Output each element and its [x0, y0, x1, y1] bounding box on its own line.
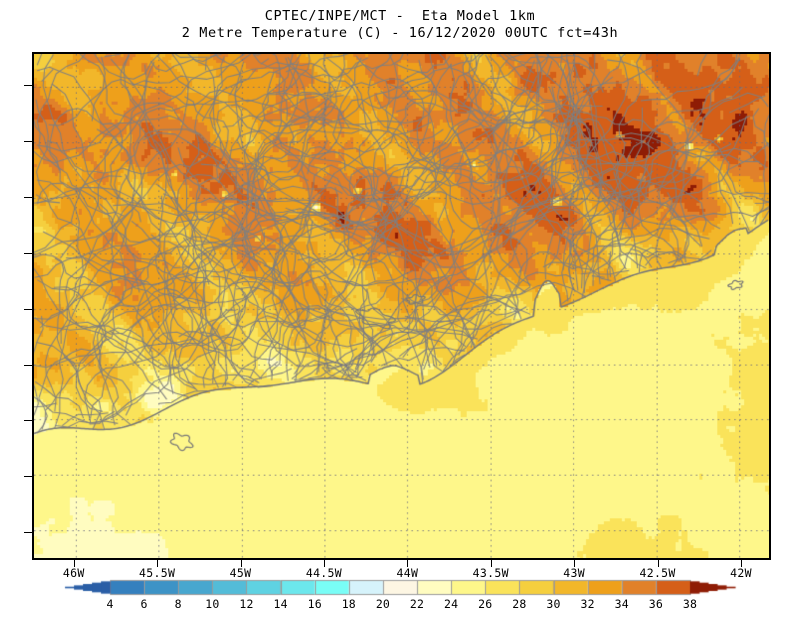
x-axis-label: 43W: [563, 566, 585, 580]
colorbar-tick-label: 24: [444, 597, 459, 611]
x-axis-tick: [657, 560, 659, 567]
colorbar-tick-label: 34: [614, 597, 629, 611]
y-axis-tick: [24, 308, 32, 310]
x-axis-tick: [323, 560, 325, 567]
x-axis-tick: [490, 560, 492, 567]
colorbar-tick-label: 26: [478, 597, 493, 611]
x-axis-tick: [240, 560, 242, 567]
y-axis-tick: [24, 252, 32, 254]
title-line-1: CPTEC/INPE/MCT - Eta Model 1km: [264, 8, 536, 24]
x-axis-label: 44.5W: [305, 566, 342, 580]
colorbar-tick-label: 18: [341, 597, 356, 611]
colorbar-tick-label: 38: [682, 597, 698, 611]
x-axis-label: 44W: [396, 566, 419, 580]
x-axis-tick: [73, 560, 75, 567]
title-line-2: 2 Metre Temperature (C) - 16/12/2020 00U…: [181, 25, 619, 41]
x-axis-tick: [407, 560, 409, 567]
y-axis-tick: [24, 364, 32, 366]
colorbar-tick-label: 14: [273, 597, 288, 611]
y-axis-tick: [24, 532, 32, 534]
x-axis-label: 45W: [229, 566, 252, 580]
map-plot-area: [32, 52, 771, 560]
y-axis-tick: [24, 476, 32, 478]
colorbar-tick-label: 28: [512, 597, 527, 611]
x-axis-label: 42.5W: [639, 566, 676, 580]
x-axis-label: 43.5W: [472, 566, 509, 580]
x-axis-tick: [574, 560, 576, 567]
x-axis-tick: [157, 560, 159, 567]
colorbar-tick-label: 4: [106, 597, 114, 611]
x-axis-label: 42W: [730, 566, 752, 580]
colorbar-tick-label: 6: [140, 597, 148, 611]
y-axis-tick: [24, 85, 32, 87]
colorbar-tick-label: 16: [307, 597, 322, 611]
colorbar-tick-label: 36: [648, 597, 663, 611]
colorbar-tick-label: 8: [174, 597, 182, 611]
colorbar-tick-label: 32: [580, 597, 595, 611]
colorbar-gradient: [0, 578, 800, 598]
colorbar-tick-label: 10: [205, 597, 220, 611]
y-axis-tick: [24, 420, 32, 422]
colorbar-tick-label: 30: [546, 597, 561, 611]
y-axis-tick: [24, 141, 32, 143]
x-axis-tick: [740, 560, 742, 567]
temperature-colorbar: 4 6 8 10 12 14 16 18 20 22 24 26 28 30 32 34 36 38: [0, 578, 800, 618]
y-axis-tick: [24, 197, 32, 199]
x-axis-label: 46W: [62, 566, 85, 580]
chart-title-block: CPTEC/INPE/MCT - Eta Model 1km 2 Metre T…: [0, 8, 800, 42]
temperature-field-canvas: [34, 54, 769, 558]
x-axis-label: 45.5W: [139, 566, 176, 580]
colorbar-tick-label: 20: [375, 597, 391, 611]
colorbar-tick-label: 22: [409, 597, 425, 611]
colorbar-tick-label: 12: [239, 597, 254, 611]
